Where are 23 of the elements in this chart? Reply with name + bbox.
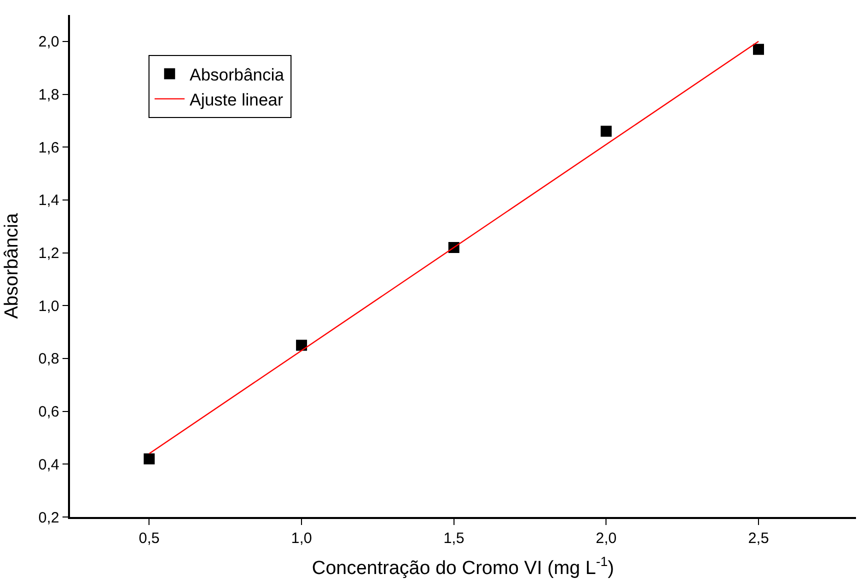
x-tick-label: 1,0: [291, 530, 312, 547]
y-tick-label: 0,4: [38, 456, 60, 474]
x-tick-label: 0,5: [138, 530, 160, 547]
y-tick-label: 1,4: [38, 192, 60, 210]
point: [753, 44, 764, 55]
point: [144, 453, 155, 464]
y-axis-title: Absorbância: [2, 212, 23, 319]
y-tick-label: 0,8: [38, 350, 60, 368]
y-tick-label: 1,0: [38, 298, 60, 315]
x-tick-label: 2,0: [596, 530, 617, 547]
y-tick-label: 1,6: [38, 139, 60, 156]
y-tick-label: 2,0: [38, 34, 60, 51]
legend-label: Absorbância: [190, 65, 285, 84]
y-tick-label: 0,2: [38, 509, 60, 526]
y-tick-label: 1,8: [38, 86, 60, 104]
x-axis-title: Concentração do Cromo VI (mg L$^{-1}$): [312, 554, 614, 580]
point: [600, 126, 612, 137]
point: [296, 340, 308, 351]
x-tick-label: 1,5: [443, 530, 464, 547]
x-tick-label: 2,5: [748, 530, 769, 547]
legend-label: Ajuste linear: [190, 90, 284, 110]
y-tick-label: 0,6: [38, 404, 60, 421]
y-tick-label: 1,2: [38, 245, 60, 262]
